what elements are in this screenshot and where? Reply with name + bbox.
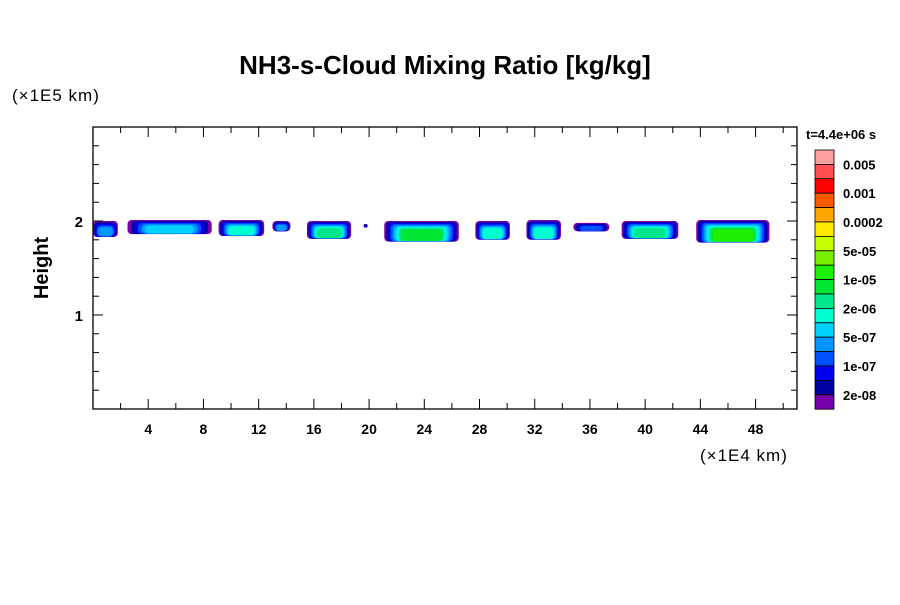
colorbar-swatch: [814, 379, 835, 396]
cloud-layer: [97, 226, 113, 237]
cloud-8: [526, 220, 561, 240]
colorbar-swatch: [814, 351, 835, 367]
colorbar-swatch: [814, 279, 835, 295]
cloud-layer: [580, 225, 603, 232]
cloud-layer: [276, 224, 287, 231]
cloud-layer: [482, 228, 503, 239]
cloud-layer: [228, 226, 255, 236]
colorbar-swatch: [814, 207, 835, 223]
colorbar-swatch: [814, 307, 835, 324]
cloud-6: [384, 221, 459, 242]
y-tick-label: 2: [75, 214, 83, 231]
colorbar-swatch: [814, 394, 835, 410]
colorbar-label: 1e-07: [843, 359, 876, 374]
colorbar-swatch: [814, 163, 835, 180]
colorbar: 0.005 0.001 0.0002 5e-05 1e-05 2e-06 5e-07 1e-0…: [814, 149, 883, 410]
colorbar-swatch: [814, 235, 835, 252]
colorbar-label: 1e-05: [843, 273, 876, 288]
cloud-10: [621, 221, 679, 239]
x-unit-label: (×1E4 km): [700, 446, 788, 465]
x-tick-label: 44: [693, 421, 709, 437]
x-tick-label: 36: [582, 421, 598, 437]
colorbar-swatch: [814, 293, 835, 309]
colorbar-label: 0.001: [843, 186, 876, 201]
cloud-layer: [533, 227, 554, 239]
x-tick-label: 24: [417, 421, 433, 437]
plot-frame: [92, 126, 798, 410]
cloud-layer: [364, 224, 368, 228]
colorbar-label: 2e-08: [843, 388, 876, 403]
cloud-layer: [712, 229, 753, 242]
cloud-2: [218, 220, 265, 237]
colorbar-label: 0.0002: [843, 215, 883, 230]
chart-title: NH3-s-Cloud Mixing Ratio [kg/kg]: [239, 50, 651, 80]
x-tick-label: 32: [527, 421, 543, 437]
colorbar-label: 0.005: [843, 157, 876, 172]
colorbar-label: 5e-07: [843, 330, 876, 345]
colorbar-swatch: [814, 250, 835, 266]
cloud-field: [93, 220, 770, 243]
cloud-7: [475, 221, 510, 240]
colorbar-swatch: [814, 322, 835, 338]
cloud-layer: [316, 228, 342, 239]
x-tick-label: 40: [637, 421, 653, 437]
y-tick-label: 1: [75, 308, 83, 325]
x-tick-label: 12: [251, 421, 267, 437]
cloud-11: [696, 220, 770, 243]
y-axis-label: Height: [31, 237, 53, 300]
colorbar-swatch: [814, 365, 835, 381]
cloud-1: [127, 220, 212, 235]
cloud-layer: [634, 228, 666, 239]
x-tick-label: 28: [472, 421, 488, 437]
colorbar-label: 2e-06: [843, 301, 876, 316]
x-tick-label: 48: [748, 421, 764, 437]
y-unit-label: (×1E5 km): [12, 86, 100, 105]
time-label: t=4.4e+06 s: [806, 127, 876, 142]
cloud-0: [93, 221, 118, 237]
cloud-9: [573, 222, 610, 232]
colorbar-swatch: [814, 192, 835, 208]
x-tick-label: 20: [361, 421, 377, 437]
colorbar-swatch: [814, 336, 835, 353]
colorbar-swatch: [814, 221, 835, 237]
colorbar-swatch: [814, 178, 835, 194]
colorbar-label: 5e-05: [843, 244, 876, 259]
x-tick-label: 4: [144, 421, 152, 437]
cloud-5: [363, 223, 368, 228]
cloud-3: [272, 221, 291, 232]
x-tick-label: 8: [200, 421, 208, 437]
colorbar-swatch: [814, 264, 835, 281]
cloud-4: [306, 221, 352, 239]
cloud-layer: [400, 229, 443, 241]
colorbar-swatch: [814, 149, 835, 165]
cloud-layer: [145, 225, 195, 234]
x-tick-label: 16: [306, 421, 322, 437]
